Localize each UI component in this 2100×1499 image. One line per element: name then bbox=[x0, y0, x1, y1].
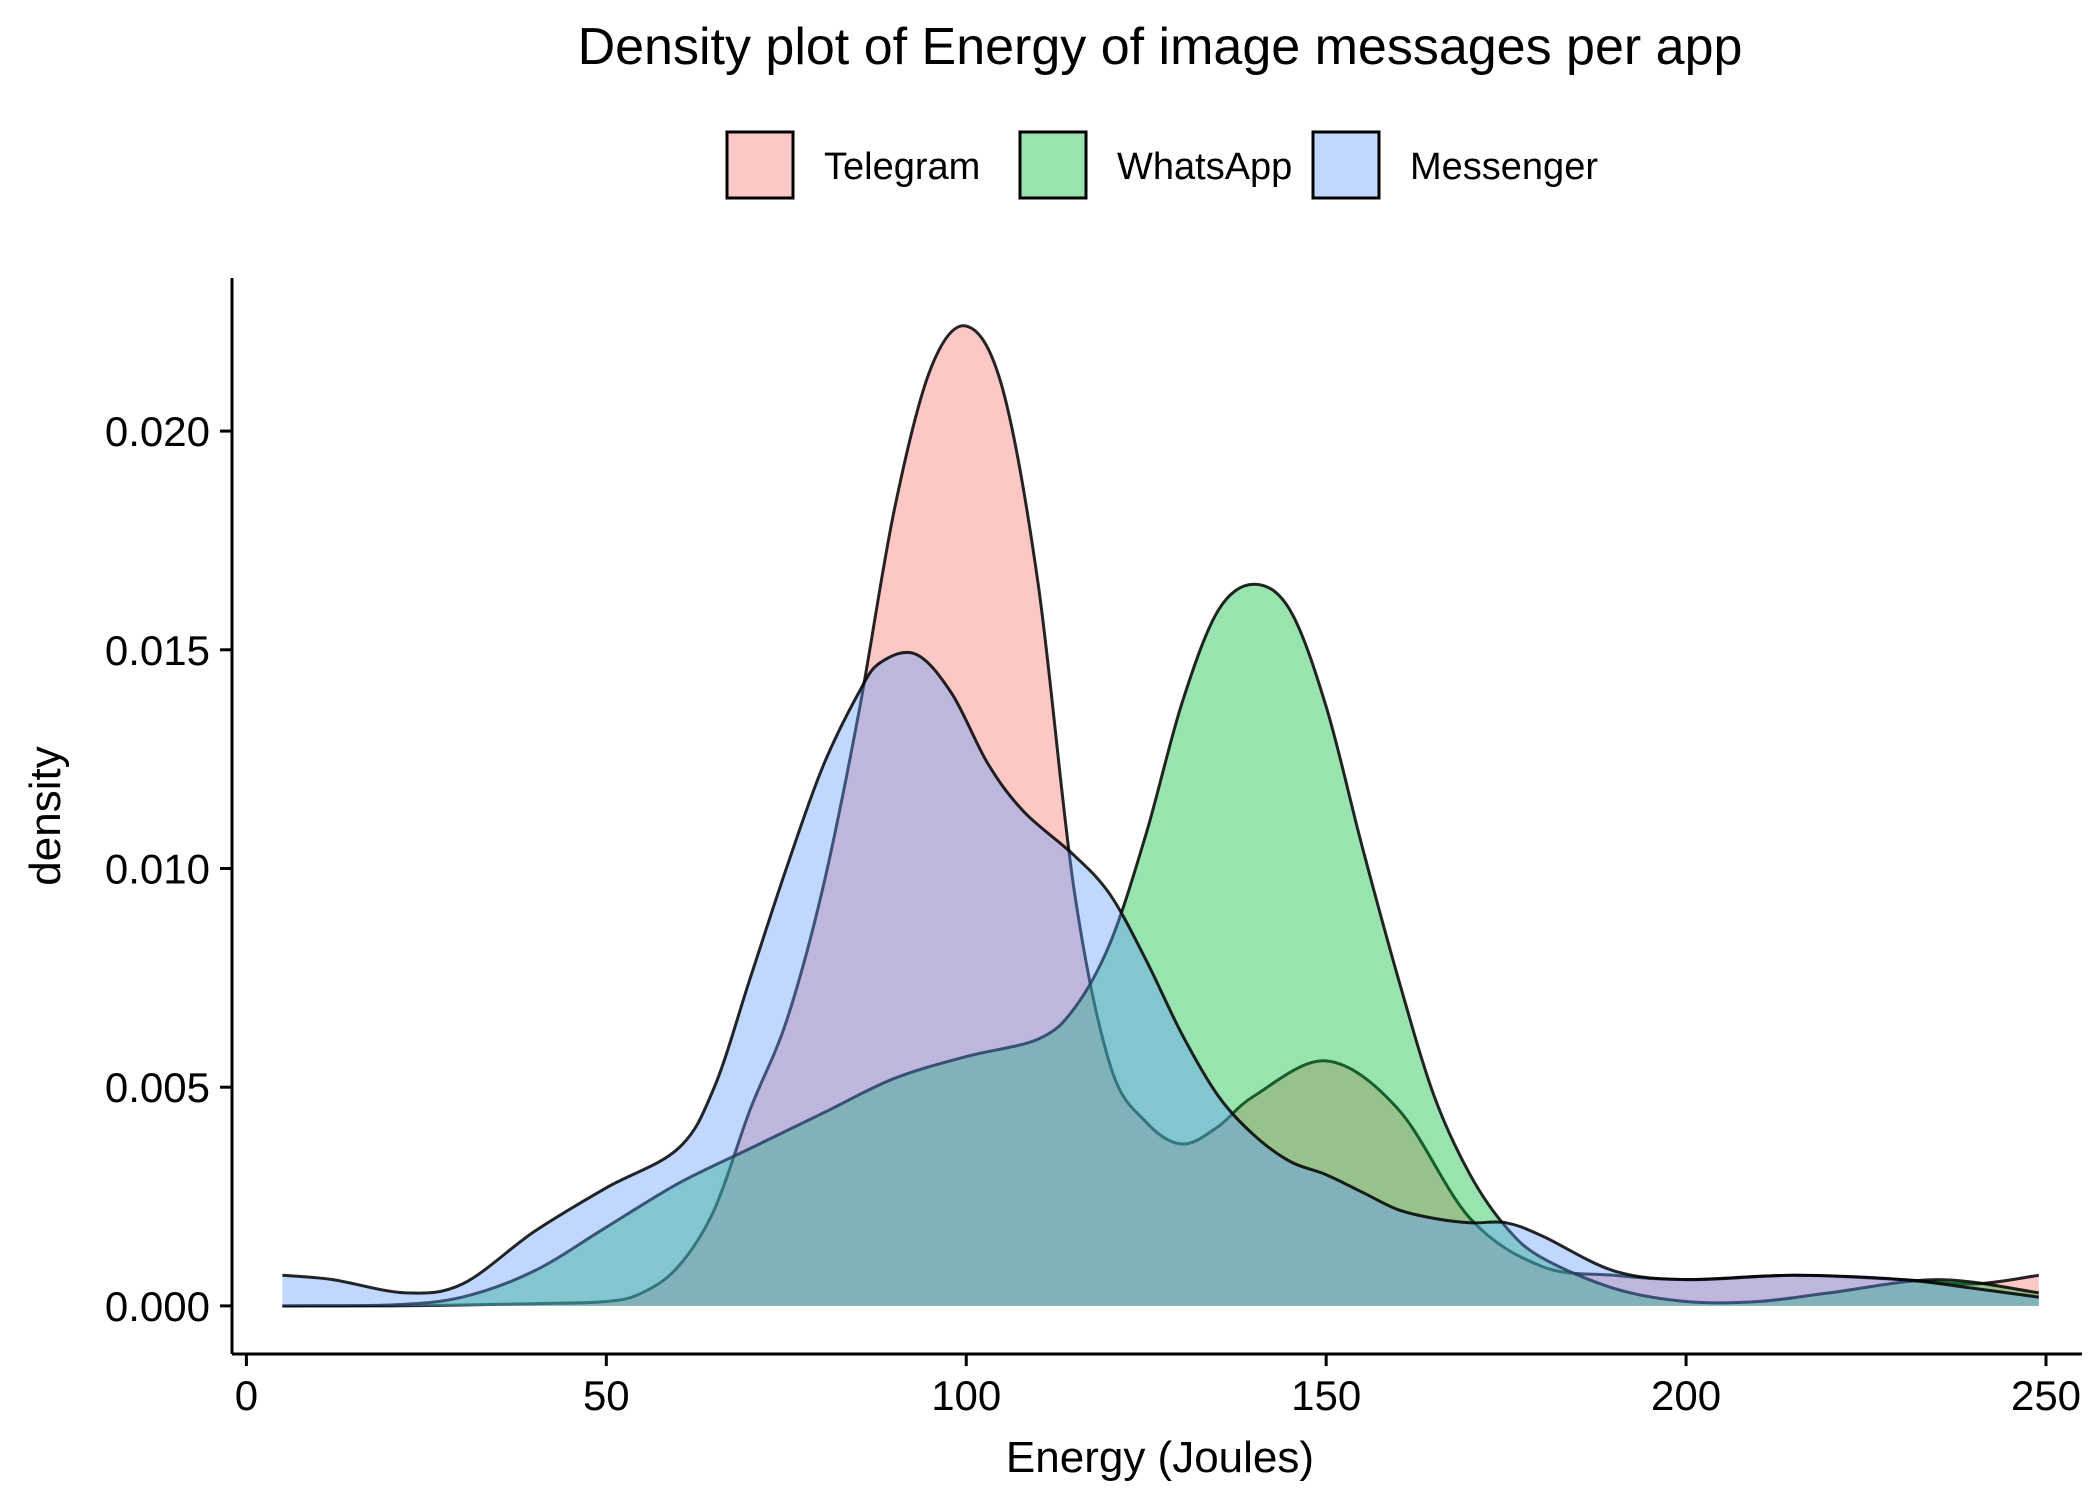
x-tick-label: 250 bbox=[2011, 1372, 2081, 1419]
legend-label-telegram: Telegram bbox=[824, 146, 980, 188]
density-line-whatsapp bbox=[282, 582, 2039, 1308]
legend-label-messenger: Messenger bbox=[1410, 146, 1598, 188]
y-tick-label: 0.015 bbox=[105, 627, 210, 674]
density-line-telegram bbox=[282, 324, 2039, 1308]
density-line-messenger bbox=[282, 650, 2039, 1299]
x-tick-label: 150 bbox=[1291, 1372, 1361, 1419]
y-tick-label: 0.000 bbox=[105, 1283, 210, 1330]
density-areas bbox=[282, 324, 2039, 1308]
density-area-whatsapp bbox=[282, 584, 2039, 1306]
x-ticks: 0 50 100 150 200 250 bbox=[235, 1354, 2081, 1419]
y-ticks: 0.000 0.005 0.010 0.015 0.020 bbox=[105, 408, 232, 1330]
legend-label-whatsapp: WhatsApp bbox=[1117, 146, 1292, 188]
y-tick-label: 0.020 bbox=[105, 408, 210, 455]
legend-key-telegram bbox=[725, 130, 795, 200]
legend-key-whatsapp bbox=[1018, 130, 1088, 200]
density-area-messenger bbox=[282, 652, 2039, 1306]
x-tick-label: 50 bbox=[583, 1372, 630, 1419]
x-axis-title: Energy (Joules) bbox=[1006, 1433, 1314, 1482]
y-tick-label: 0.005 bbox=[105, 1064, 210, 1111]
x-tick-label: 0 bbox=[235, 1372, 258, 1419]
y-tick-label: 0.010 bbox=[105, 845, 210, 892]
chart-title: Density plot of Energy of image messages… bbox=[578, 18, 1743, 76]
axes bbox=[230, 278, 2082, 1356]
legend: Telegram WhatsApp Messenger bbox=[725, 130, 1598, 200]
x-tick-label: 200 bbox=[1651, 1372, 1721, 1419]
y-axis-title: density bbox=[21, 746, 70, 885]
legend-key-messenger bbox=[1311, 130, 1381, 200]
x-tick-label: 100 bbox=[931, 1372, 1001, 1419]
